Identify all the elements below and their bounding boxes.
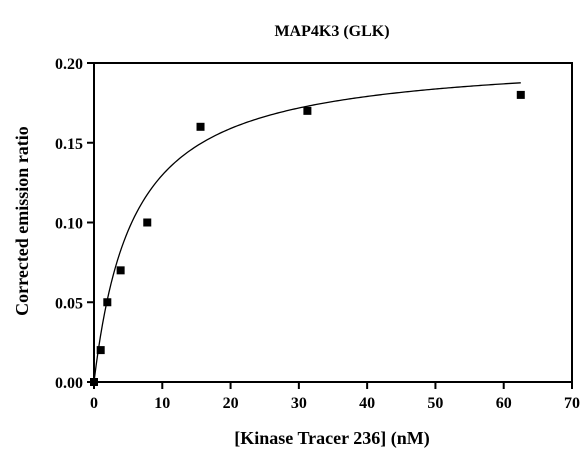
y-axis-label: Corrected emission ratio [12,126,32,316]
data-point [143,218,152,227]
data-point [103,298,112,307]
x-tick-label: 20 [223,395,239,412]
x-tick-label: 70 [564,395,580,412]
x-tick-label: 30 [291,395,307,412]
x-axis-label: [Kinase Tracer 236] (nM) [234,428,429,449]
plot-area [93,62,573,383]
chart-title: MAP4K3 (GLK) [274,23,389,40]
data-point [196,122,205,131]
x-tick-label: 40 [359,395,375,412]
x-tick-label: 0 [90,395,98,412]
data-point [116,266,125,275]
x-tick-label: 60 [496,395,512,412]
y-tick-label: 0.10 [55,216,83,233]
y-tick-label: 0.00 [55,375,83,392]
data-point [96,346,105,355]
data-point [303,106,312,115]
data-points [90,90,525,386]
data-point [90,378,98,386]
fit-curve [93,82,521,383]
x-axis-ticks: 0 10 20 30 40 50 60 70 [90,382,580,412]
y-tick-label: 0.15 [55,136,83,153]
y-tick-label: 0.05 [55,295,83,312]
y-tick-label: 0.20 [55,56,83,73]
y-axis-ticks: 0.00 0.05 0.10 0.15 0.20 [55,56,94,392]
data-point [516,90,525,99]
x-tick-label: 10 [154,395,170,412]
plot-frame [93,62,573,383]
x-tick-label: 50 [427,395,443,412]
fit-layer [93,82,521,383]
